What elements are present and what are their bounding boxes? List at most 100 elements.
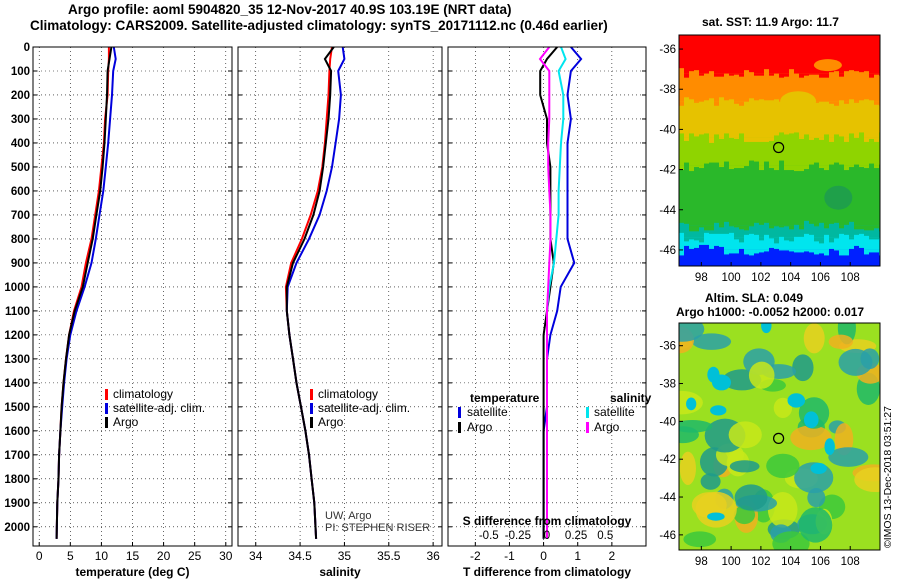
sst-band-noise xyxy=(804,165,809,170)
sst-band-noise xyxy=(764,100,769,102)
sst-band-noise xyxy=(784,237,789,241)
sla-eddy-core xyxy=(710,405,727,416)
sst-band-noise xyxy=(684,162,689,167)
salinity-xtick-label: 34 xyxy=(249,549,263,563)
sst-band-noise xyxy=(719,246,724,251)
sla-eddy xyxy=(679,390,703,415)
sst-band-noise xyxy=(734,73,739,75)
depth-tick-label: 1400 xyxy=(4,378,30,390)
sst-band-noise xyxy=(824,249,829,256)
sst-band-noise xyxy=(714,134,719,138)
sst-band-noise xyxy=(799,73,804,78)
sst-band-noise xyxy=(759,99,764,102)
sla-eddy xyxy=(700,473,721,490)
sst-band-noise xyxy=(759,137,764,142)
sst-band-noise xyxy=(839,73,844,77)
sla-eddy xyxy=(790,425,832,451)
sst-xtick-label: 102 xyxy=(751,272,770,284)
diff-series-salinity-argo xyxy=(538,46,552,539)
sla-xtick-label: 108 xyxy=(841,556,860,568)
sst-band-noise xyxy=(794,249,799,253)
sst-band-noise xyxy=(839,233,844,239)
sst-band-noise xyxy=(684,97,689,102)
sst-band-noise xyxy=(774,165,779,171)
sst-band-noise xyxy=(739,73,744,77)
sst-argo-marker xyxy=(773,141,785,154)
sst-band-noise xyxy=(739,248,744,251)
sst-band-noise xyxy=(749,225,754,227)
sst-band-noise xyxy=(709,71,714,74)
sst-band-noise xyxy=(714,101,719,106)
legend-salinity-heading: salinity xyxy=(610,391,652,405)
sst-band-noise xyxy=(819,222,824,227)
sst-band-noise xyxy=(829,237,834,243)
sst-band-noise xyxy=(794,73,799,74)
sst-band-noise xyxy=(764,222,769,227)
sla-ytick-label: -46 xyxy=(659,530,676,542)
sst-band-noise xyxy=(854,245,859,251)
sst-band-noise xyxy=(859,132,864,138)
sst-band-noise xyxy=(794,224,799,227)
sst-band-noise xyxy=(709,98,714,102)
sst-band-noise xyxy=(844,165,849,171)
sst-band-noise xyxy=(829,101,834,104)
sst-band-noise xyxy=(774,99,779,102)
sst-band-noise xyxy=(784,225,789,227)
sst-band-noise xyxy=(679,249,684,256)
sst-band-noise xyxy=(819,165,824,169)
sst-band-noise xyxy=(824,234,829,239)
sla-eddy-core xyxy=(686,397,697,411)
sst-band-noise xyxy=(799,236,804,239)
sst-band-noise xyxy=(789,249,794,252)
sst-band-noise xyxy=(869,237,874,240)
sst-band-noise xyxy=(679,133,684,138)
sst-band-noise xyxy=(724,249,729,255)
sst-band-noise xyxy=(734,165,739,169)
difference-xtick-label: -1 xyxy=(504,549,515,563)
salinity-difference-label: S difference from climatology xyxy=(463,514,632,528)
sst-band-noise xyxy=(854,71,859,74)
sst-band-noise xyxy=(854,137,859,138)
sst-band-noise xyxy=(864,99,869,102)
temperature-xtick-label: 30 xyxy=(219,549,233,563)
sst-band-noise xyxy=(749,98,754,102)
sst-band-noise xyxy=(694,247,699,251)
salinity-legend-text: Argo xyxy=(318,415,344,429)
depth-tick-label: 1100 xyxy=(5,306,30,318)
sst-band-noise xyxy=(704,244,709,251)
sst-band-noise xyxy=(689,248,694,251)
sst-band-noise xyxy=(714,162,719,167)
sla-eddy-core xyxy=(787,393,806,408)
sst-band-noise xyxy=(754,137,759,142)
sst-band-noise xyxy=(759,237,764,241)
salinity-legend-text: climatology xyxy=(318,387,378,401)
sst-band-noise xyxy=(739,101,744,106)
sst-band-noise xyxy=(769,225,774,229)
sst-band-noise xyxy=(779,249,784,251)
temperature-legend-text: climatology xyxy=(113,387,173,401)
sst-band-noise xyxy=(729,225,734,227)
sst-band-noise xyxy=(864,249,869,255)
sst-band-noise xyxy=(744,234,749,239)
sst-band-noise xyxy=(729,73,734,76)
sst-band-noise xyxy=(859,100,864,102)
sla-eddy-core xyxy=(810,462,827,474)
sst-band-noise xyxy=(729,249,734,254)
sst-band-noise xyxy=(809,223,814,227)
sst-band-noise xyxy=(694,101,699,103)
sst-band-noise xyxy=(789,133,794,138)
legend-temperature-heading: temperature xyxy=(470,391,540,405)
sst-band-noise xyxy=(714,245,719,251)
salinity-xtick-label: 35 xyxy=(338,549,352,563)
sst-band-noise xyxy=(714,222,719,227)
sst-band-noise xyxy=(759,165,764,171)
sst-band-noise xyxy=(764,234,769,239)
sst-band-noise xyxy=(754,234,759,239)
sst-band-noise xyxy=(864,137,869,142)
depth-tick-label: 300 xyxy=(11,114,30,126)
sst-band-noise xyxy=(749,72,754,74)
sst-band-noise xyxy=(814,137,819,138)
sst-band-noise xyxy=(684,137,689,141)
sst-ytick-label: -42 xyxy=(659,165,676,177)
